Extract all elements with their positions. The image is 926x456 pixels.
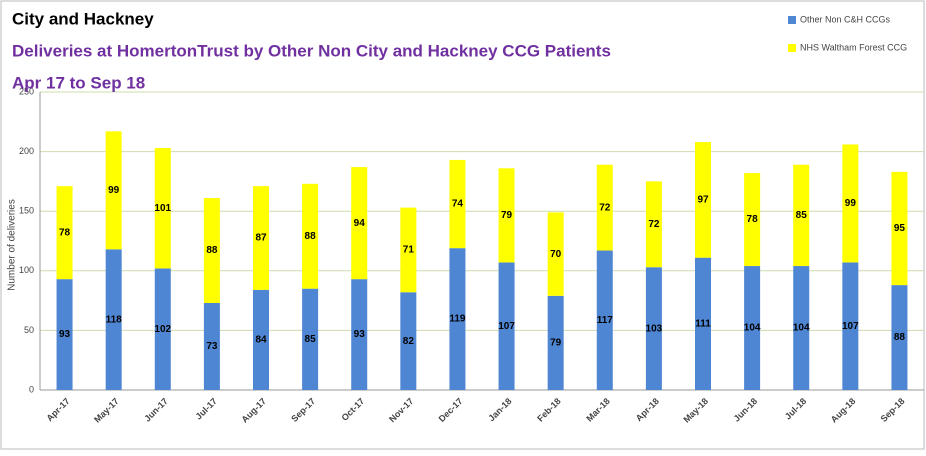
bar-segment [56, 186, 73, 280]
bar-segment [695, 257, 711, 390]
bar-segment [302, 288, 319, 390]
bar-segment [449, 159, 466, 249]
data-label: 104 [793, 323, 810, 334]
y-tick-label: 100 [19, 265, 34, 275]
plot-area: 0501001502002509378Apr-1711899May-171021… [19, 86, 924, 425]
data-label: 87 [255, 233, 267, 244]
data-label: 74 [452, 199, 464, 210]
bar-segment [645, 181, 662, 268]
bar-segment [253, 289, 269, 390]
data-label: 107 [498, 321, 515, 332]
chart-period: Apr 17 to Sep 18 [12, 73, 145, 92]
y-tick-label: 250 [19, 86, 34, 96]
y-axis-label: Number of deliveries [7, 199, 18, 291]
data-label: 99 [108, 185, 120, 196]
y-tick-label: 150 [19, 206, 34, 216]
bar-segment [498, 168, 515, 263]
data-label: 70 [550, 249, 562, 260]
bar-segment [547, 212, 564, 296]
chart-title: City and Hackney [12, 9, 154, 28]
bar-segment [793, 266, 810, 390]
data-label: 88 [305, 231, 317, 242]
data-label: 101 [154, 203, 171, 214]
data-label: 102 [154, 324, 171, 335]
bar-segment [105, 249, 122, 390]
bar-segment [203, 198, 220, 303]
y-tick-label: 50 [24, 325, 34, 335]
data-label: 72 [599, 202, 611, 213]
bar-segment [449, 248, 466, 390]
bar-segment [203, 302, 220, 390]
data-label: 97 [697, 195, 709, 206]
data-label: 93 [59, 329, 71, 340]
data-label: 95 [894, 223, 906, 234]
data-label: 117 [597, 315, 614, 326]
bar-segment [695, 142, 711, 258]
data-label: 118 [106, 314, 123, 325]
data-label: 94 [354, 218, 366, 229]
data-label: 104 [744, 323, 761, 334]
data-label: 107 [842, 321, 859, 332]
data-label: 72 [648, 219, 660, 230]
bar-segment [351, 279, 368, 390]
data-label: 82 [403, 336, 415, 347]
data-label: 73 [206, 341, 218, 352]
legend-label: NHS Waltham Forest CCG [800, 42, 907, 52]
bar-segment [596, 250, 613, 390]
bar-segment [400, 292, 417, 390]
y-tick-label: 0 [29, 384, 34, 394]
bar-segment [842, 144, 859, 263]
data-label: 79 [501, 210, 513, 221]
bar-segment [645, 267, 662, 390]
bar-segment [793, 164, 810, 267]
data-label: 88 [894, 332, 906, 343]
legend-label: Other Non C&H CCGs [800, 14, 891, 24]
data-label: 79 [550, 338, 562, 349]
bar-segment [744, 266, 761, 390]
bar-segment [154, 268, 171, 390]
bar-segment [891, 285, 908, 390]
data-label: 85 [796, 210, 808, 221]
bar-segment [400, 207, 417, 293]
bar-segment [547, 295, 564, 390]
chart-subtitle: Deliveries at HomertonTrust by Other Non… [12, 41, 611, 60]
data-label: 103 [646, 323, 663, 334]
bar-segment [596, 164, 613, 251]
bar-segment [842, 262, 859, 390]
legend-swatch [788, 16, 796, 24]
bar-segment [498, 262, 515, 390]
bar-segment [891, 171, 908, 286]
data-label: 88 [206, 245, 218, 256]
bar-segment [253, 186, 269, 290]
bar-segment [302, 183, 319, 289]
bar-segment [154, 148, 171, 269]
data-label: 78 [747, 214, 759, 225]
data-label: 99 [845, 198, 857, 209]
bar-segment [351, 167, 368, 280]
y-tick-label: 200 [19, 146, 34, 156]
bar-segment [105, 131, 122, 250]
data-label: 71 [403, 245, 415, 256]
bar-segment [56, 279, 73, 390]
data-label: 111 [695, 318, 711, 329]
data-label: 119 [449, 314, 466, 325]
data-label: 78 [59, 227, 71, 238]
data-label: 85 [305, 334, 317, 345]
bar-segment [744, 173, 761, 267]
data-label: 84 [255, 335, 267, 346]
data-label: 93 [354, 329, 366, 340]
legend-swatch [788, 44, 796, 52]
